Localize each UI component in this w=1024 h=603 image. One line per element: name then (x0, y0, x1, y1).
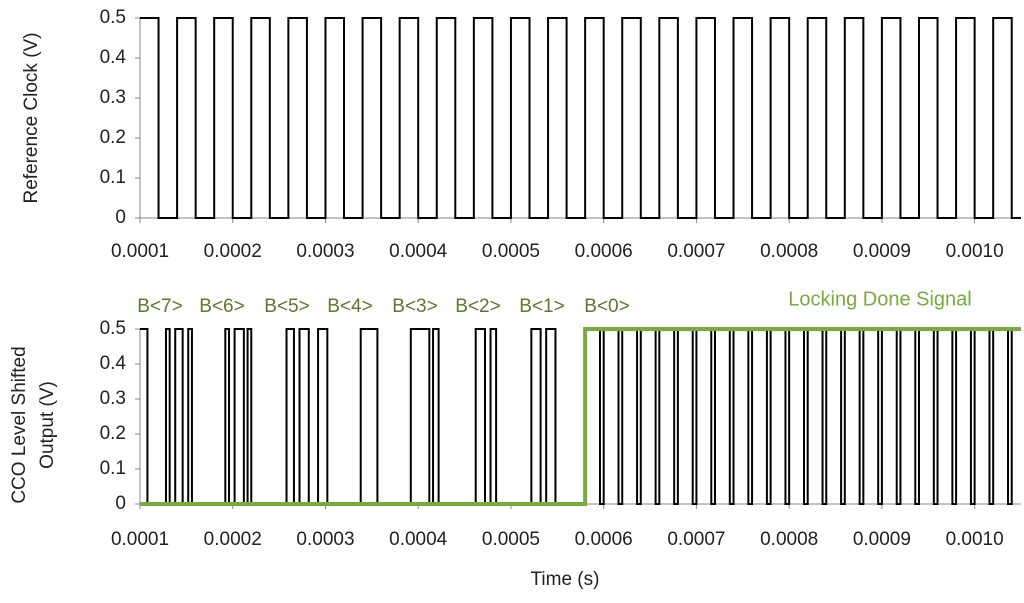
x-tick-label: 0.0002 (204, 529, 262, 550)
x-tick-label: 0.0004 (389, 241, 448, 262)
x-tick-label: 0.0006 (575, 529, 633, 550)
x-tick-label: 0.0007 (667, 241, 725, 262)
x-tick-label: 0.0004 (389, 529, 448, 550)
x-tick-label: 0.0008 (760, 529, 818, 550)
y-tick-label: 0.1 (100, 167, 126, 188)
y-tick-label: 0.3 (100, 87, 126, 108)
bit-label: B<4> (327, 296, 372, 317)
x-tick-label: 0.0003 (296, 529, 354, 550)
y-tick-label: 0.2 (100, 127, 126, 148)
x-tick-label: 0.0002 (204, 241, 262, 262)
y-tick-label: 0.2 (100, 423, 126, 444)
bit-label: B<7> (137, 296, 182, 317)
waveform (140, 327, 1021, 506)
waveform (140, 328, 1021, 505)
y-tick-label: 0.4 (100, 47, 127, 68)
x-tick-label: 0.0005 (482, 241, 540, 262)
x-tick-label: 0.0008 (760, 241, 818, 262)
x-tick-label: 0.0010 (946, 529, 1004, 550)
bit-label: B<3> (392, 296, 437, 317)
x-tick-label: 0.0006 (575, 241, 633, 262)
bit-label: B<0> (584, 296, 629, 317)
x-tick-label: 0.0010 (946, 241, 1004, 262)
legend-label: Locking Done Signal (788, 288, 971, 310)
y-axis-label: CCO Level Shifted (9, 346, 30, 503)
x-tick-label: 0.0003 (296, 241, 354, 262)
x-tick-label: 0.0009 (853, 529, 911, 550)
y-axis-label: Output (V) (37, 381, 58, 469)
y-tick-label: 0.3 (100, 388, 126, 409)
bit-label: B<2> (455, 296, 500, 317)
y-tick-label: 0 (115, 493, 126, 514)
waveform (140, 17, 1021, 219)
y-tick-label: 0.1 (100, 458, 126, 479)
y-tick-label: 0.5 (100, 318, 126, 339)
x-tick-label: 0.0001 (111, 241, 169, 262)
y-tick-label: 0.5 (100, 7, 126, 28)
bit-label: B<6> (199, 296, 244, 317)
bit-label: B<5> (264, 296, 309, 317)
bit-label: B<1> (519, 296, 564, 317)
x-tick-label: 0.0009 (853, 241, 911, 262)
x-tick-label: 0.0007 (667, 529, 725, 550)
x-axis-label: Time (s) (531, 569, 600, 590)
x-tick-label: 0.0001 (111, 529, 169, 550)
y-tick-label: 0.4 (100, 353, 127, 374)
y-axis-label: Reference Clock (V) (21, 32, 42, 203)
x-tick-label: 0.0005 (482, 529, 540, 550)
y-tick-label: 0 (115, 207, 126, 228)
